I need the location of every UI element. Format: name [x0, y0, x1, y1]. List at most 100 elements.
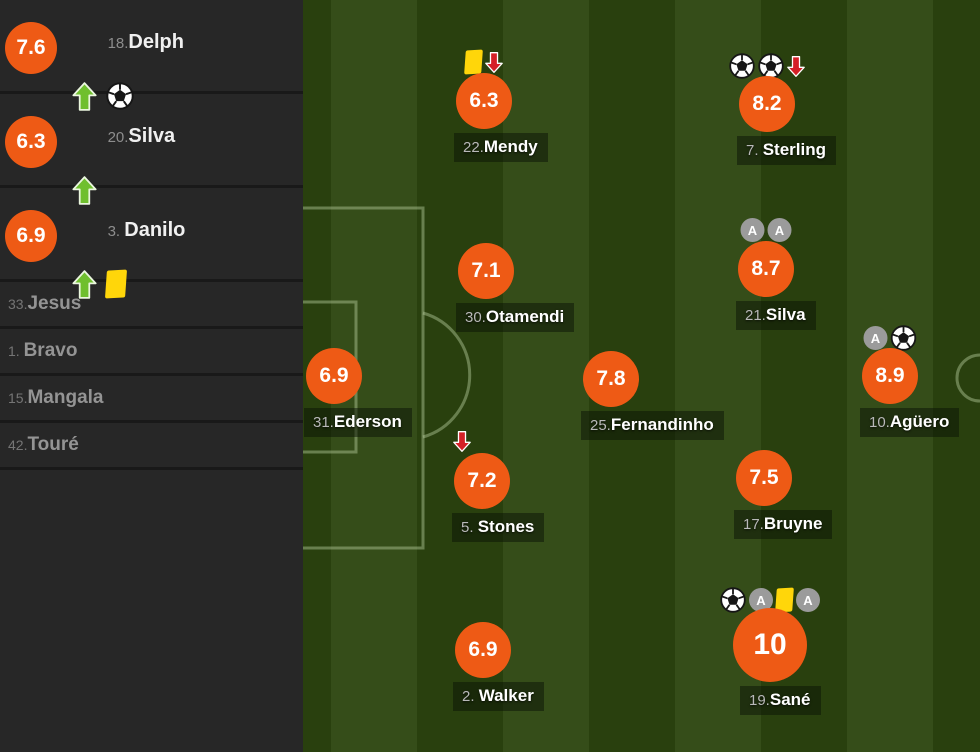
- player-rating-badge: 6.9: [306, 348, 362, 404]
- player-name: Bravo: [23, 340, 78, 361]
- goal-icon: [758, 53, 784, 79]
- rating-value: 6.3: [469, 89, 499, 112]
- player-name: Danilo: [124, 219, 186, 241]
- sub-off-icon: [787, 55, 805, 78]
- player-rating-badge: 8.2: [739, 76, 795, 132]
- player-name: Sterling: [762, 140, 826, 159]
- player-name-label: 2. Walker: [453, 682, 544, 711]
- player-name: Touré: [27, 434, 79, 455]
- shirt-number: 2.: [462, 688, 479, 705]
- rating-value: 8.7: [751, 257, 781, 280]
- sub-on-icon: [72, 81, 97, 111]
- rating-value: 8.2: [752, 92, 782, 115]
- player-info: 3. Danilo: [72, 201, 185, 299]
- bench-player-row[interactable]: 1. Bravo: [0, 329, 303, 376]
- player-name-label: 21.Silva: [736, 301, 816, 330]
- shirt-number: 17.: [743, 516, 764, 533]
- bench-player-row[interactable]: 33. Jesus: [0, 282, 303, 329]
- goal-icon: [890, 325, 917, 351]
- player-name: Ederson: [333, 412, 402, 431]
- player-name-line: 20.Silva: [72, 107, 176, 166]
- shirt-number: 33.: [8, 296, 28, 312]
- goal-icon: [720, 587, 746, 613]
- player-rating-badge: 7.6: [5, 22, 57, 74]
- player-name: Delph: [128, 31, 184, 53]
- event-icons: A: [863, 325, 917, 351]
- shirt-number: 18.: [107, 35, 129, 52]
- player-name: Stones: [477, 517, 535, 536]
- player-rating-badge: 7.8: [583, 351, 639, 407]
- sub-on-icon: [72, 175, 97, 205]
- bench-sidebar: 7.6 18.Delph 6.3 20.Silva 6.9 3. Danilo: [0, 0, 303, 752]
- bench-sub-row[interactable]: 6.9 3. Danilo: [0, 188, 303, 299]
- yellow-card-icon: [104, 269, 128, 299]
- shirt-number: 5.: [461, 519, 478, 536]
- shirt-number: 15.: [8, 390, 28, 406]
- event-icons: [729, 53, 805, 79]
- rating-value: 8.9: [875, 364, 905, 387]
- rating-value: 6.3: [16, 130, 46, 153]
- event-icons: [464, 49, 503, 75]
- rating-value: 7.8: [596, 367, 626, 390]
- penalty-arc-line: [422, 311, 472, 439]
- player-rating-badge: 7.5: [736, 450, 792, 506]
- bench-sub-row[interactable]: 6.3 20.Silva: [0, 94, 303, 205]
- player-name-label: 31.Ederson: [304, 408, 412, 437]
- player-rating-badge: 8.9: [862, 348, 918, 404]
- event-icons: [72, 269, 185, 299]
- yellow-card-icon: [464, 49, 483, 75]
- rating-value: 6.9: [319, 364, 349, 387]
- penalty-box-line: [303, 206, 425, 550]
- bench-player-row[interactable]: 42. Touré: [0, 423, 303, 470]
- player-name: Bruyne: [763, 514, 823, 533]
- player-name-label: 22.Mendy: [454, 133, 548, 162]
- sub-off-icon: [485, 51, 503, 74]
- shirt-number: 1.: [8, 343, 24, 359]
- goal-icon: [106, 82, 134, 110]
- event-icons: [72, 175, 175, 205]
- shirt-number: 10.: [869, 414, 890, 431]
- player-name-label: 25.Fernandinho: [581, 411, 724, 440]
- assist-icon: A: [796, 588, 820, 612]
- bench-player-row[interactable]: 15. Mangala: [0, 376, 303, 423]
- player-info: 18.Delph: [72, 13, 184, 111]
- player-name: Agüero: [889, 412, 950, 431]
- rating-value: 7.2: [467, 469, 497, 492]
- player-rating-badge: 6.3: [5, 116, 57, 168]
- player-name-label: 17.Bruyne: [734, 510, 833, 539]
- bench-sub-row[interactable]: 7.6 18.Delph: [0, 0, 303, 111]
- event-icons: [72, 81, 184, 111]
- player-name-label: 10.Agüero: [860, 408, 960, 437]
- player-name: Mendy: [483, 137, 538, 156]
- assist-icon: A: [740, 218, 765, 242]
- player-rating-badge: 6.9: [455, 622, 511, 678]
- center-circle-line: [955, 353, 980, 403]
- shirt-number: 30.: [465, 309, 486, 326]
- player-rating-badge: 6.9: [5, 210, 57, 262]
- player-name-label: 7. Sterling: [737, 136, 836, 165]
- player-rating-badge: 6.3: [456, 73, 512, 129]
- player-rating-badge: 8.7: [738, 241, 794, 297]
- player-rating-badge: 7.1: [458, 243, 514, 299]
- rating-value: 7.1: [471, 259, 501, 282]
- player-name: Silva: [128, 125, 176, 147]
- player-name: Sané: [769, 690, 811, 709]
- sub-off-icon: [453, 430, 471, 453]
- rating-value: 6.9: [16, 224, 46, 247]
- player-name: Silva: [765, 305, 806, 324]
- player-name: Jesus: [27, 293, 82, 314]
- rating-value: 6.9: [468, 638, 498, 661]
- shirt-number: 19.: [749, 692, 770, 709]
- shirt-number: 22.: [463, 139, 484, 156]
- player-name-line: 3. Danilo: [72, 201, 186, 260]
- player-name-label: 5. Stones: [452, 513, 545, 542]
- shirt-number: 7.: [746, 142, 763, 159]
- player-name: Otamendi: [485, 307, 565, 326]
- pitch: 6.3 22.Mendy 8.2 7. Sterling 7.1 30.Otam…: [303, 0, 980, 752]
- assist-icon: A: [863, 326, 888, 350]
- player-name: Walker: [478, 686, 534, 705]
- sub-on-icon: [72, 269, 97, 299]
